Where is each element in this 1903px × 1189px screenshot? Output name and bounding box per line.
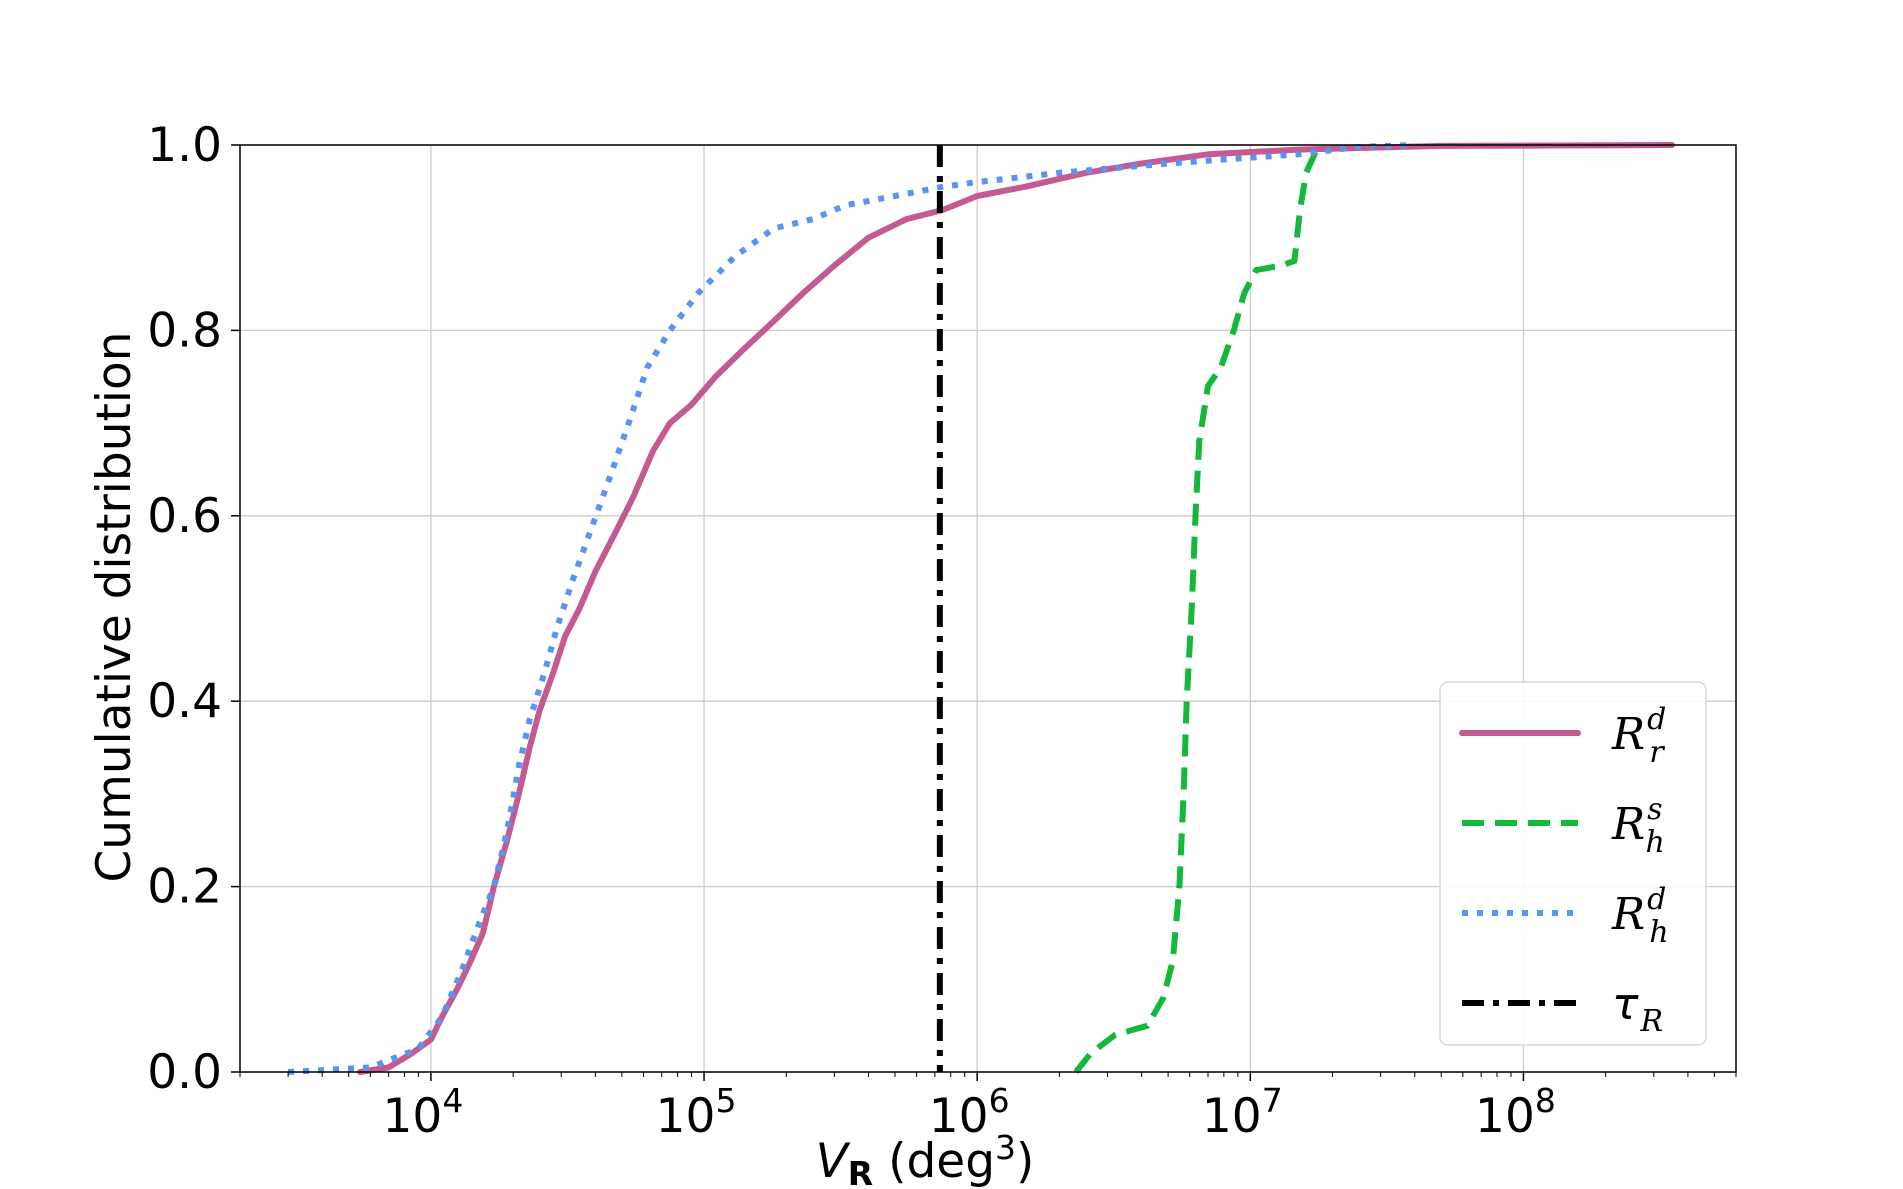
x-axis-label: VR (deg3) (816, 1128, 1035, 1189)
y-tick-label: 0.6 (147, 489, 222, 544)
y-axis-label: Cumulative distribution (87, 331, 142, 882)
axis-ticks: 0.0 0.2 0.4 0.6 0.8 1.0 104 105 106 107 108 (147, 118, 1737, 1144)
x-axis-subscript: R (848, 1154, 873, 1189)
legend-label: Rd h (1611, 882, 1669, 950)
legend-box (1439, 681, 1707, 1046)
x-axis-unit-exp: 3 (995, 1128, 1016, 1167)
y-tick-label: 1.0 (147, 118, 222, 173)
x-tick-label: 104 (383, 1081, 464, 1144)
series-layer (287, 142, 1676, 1075)
x-tick-label: 105 (656, 1081, 737, 1144)
series-line-2 (1073, 148, 1320, 1074)
x-tick-label: 108 (1475, 1081, 1556, 1144)
x-tick-label: 106 (929, 1081, 1010, 1144)
y-tick-label: 0.4 (147, 674, 222, 729)
plot-frame (239, 144, 1737, 1073)
x-axis-unit-open (873, 1134, 888, 1189)
y-tick-label: 0.0 (147, 1045, 222, 1100)
x-tick-label: 107 (1202, 1081, 1283, 1144)
legend-label: Rd r (1611, 702, 1666, 770)
legend-label: τR (1612, 979, 1663, 1039)
x-axis-symbol: V (816, 1134, 851, 1189)
x-axis-unit-close: ) (1016, 1134, 1034, 1189)
legend: Rd r Rs h Rd h τR (1439, 681, 1707, 1046)
x-axis-unit-open-text: (deg (888, 1134, 995, 1189)
legend-label: Rs h (1611, 792, 1665, 860)
series-line-3 (287, 142, 1415, 1075)
series-line-1 (357, 142, 1676, 1075)
y-tick-label: 0.8 (147, 303, 222, 358)
y-tick-label: 0.2 (147, 860, 222, 915)
